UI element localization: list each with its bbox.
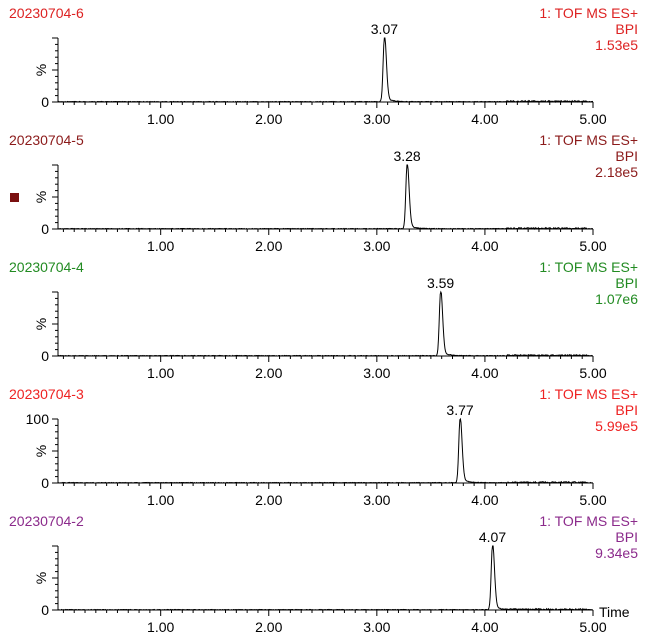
intensity-label: 1.53e5 <box>595 37 638 53</box>
function-label: 1: TOF MS ES+ <box>539 5 638 21</box>
x-tick-label: 5.00 <box>579 238 606 254</box>
x-tick-label: 2.00 <box>255 619 282 635</box>
bpi-trace <box>57 417 594 484</box>
y-tick-label: 0 <box>41 602 49 618</box>
x-tick-label: 1.00 <box>147 111 174 127</box>
trace-label: BPI <box>615 148 638 164</box>
intensity-label: 5.99e5 <box>595 418 638 434</box>
x-tick-label: 4.00 <box>471 238 498 254</box>
x-tick-label: 1.00 <box>147 238 174 254</box>
bpi-trace <box>57 164 594 230</box>
intensity-label: 2.18e5 <box>595 164 638 180</box>
x-tick-label: 5.00 <box>579 111 606 127</box>
sample-name: 20230704-6 <box>9 5 84 21</box>
x-tick-label: 3.00 <box>363 238 390 254</box>
x-tick-label: 3.00 <box>363 111 390 127</box>
x-tick-label: 3.00 <box>363 365 390 381</box>
peak-label: 3.28 <box>393 148 420 164</box>
intensity-label: 1.07e6 <box>595 291 638 307</box>
x-tick-label: 4.00 <box>471 365 498 381</box>
y-tick-label: 0 <box>41 94 49 110</box>
peak-label: 3.77 <box>446 402 473 418</box>
y-tick-label: 0 <box>41 475 49 491</box>
y-tick-label: 0 <box>41 348 49 364</box>
function-label: 1: TOF MS ES+ <box>539 259 638 275</box>
sample-name: 20230704-3 <box>9 386 84 402</box>
x-tick-label: 5.00 <box>579 365 606 381</box>
x-axis-label: Time <box>599 604 630 620</box>
trace-label: BPI <box>615 529 638 545</box>
sample-name: 20230704-4 <box>9 259 84 275</box>
peak-label: 3.07 <box>371 21 398 37</box>
y-tick-label: 0 <box>41 221 49 237</box>
bpi-trace <box>57 37 594 103</box>
y-axis-label: % <box>33 318 49 330</box>
x-tick-label: 2.00 <box>255 238 282 254</box>
function-label: 1: TOF MS ES+ <box>539 386 638 402</box>
x-tick-label: 5.00 <box>579 619 606 635</box>
peak-label: 3.59 <box>427 275 454 291</box>
x-tick-label: 1.00 <box>147 492 174 508</box>
y-axis-label: % <box>33 191 49 203</box>
trace-label: BPI <box>615 402 638 418</box>
x-tick-label: 4.00 <box>471 619 498 635</box>
intensity-label: 9.34e5 <box>595 545 638 561</box>
sample-name: 20230704-5 <box>9 132 84 148</box>
x-tick-label: 4.00 <box>471 111 498 127</box>
trace-label: BPI <box>615 21 638 37</box>
bpi-trace <box>57 290 594 357</box>
x-tick-label: 2.00 <box>255 492 282 508</box>
peak-label: 4.07 <box>479 529 506 545</box>
y-tick-label: 100 <box>26 411 50 427</box>
x-tick-label: 2.00 <box>255 111 282 127</box>
x-tick-label: 1.00 <box>147 365 174 381</box>
trace-label: BPI <box>615 275 638 291</box>
function-label: 1: TOF MS ES+ <box>539 513 638 529</box>
sample-name: 20230704-2 <box>9 513 84 529</box>
bpi-trace <box>57 545 594 611</box>
y-axis-label: % <box>33 572 49 584</box>
x-tick-label: 3.00 <box>363 492 390 508</box>
x-tick-label: 2.00 <box>255 365 282 381</box>
selection-marker <box>10 193 19 202</box>
y-axis-label: % <box>33 445 49 457</box>
x-tick-label: 5.00 <box>579 492 606 508</box>
x-tick-label: 3.00 <box>363 619 390 635</box>
function-label: 1: TOF MS ES+ <box>539 132 638 148</box>
x-tick-label: 4.00 <box>471 492 498 508</box>
x-tick-label: 1.00 <box>147 619 174 635</box>
y-axis-label: % <box>33 64 49 76</box>
